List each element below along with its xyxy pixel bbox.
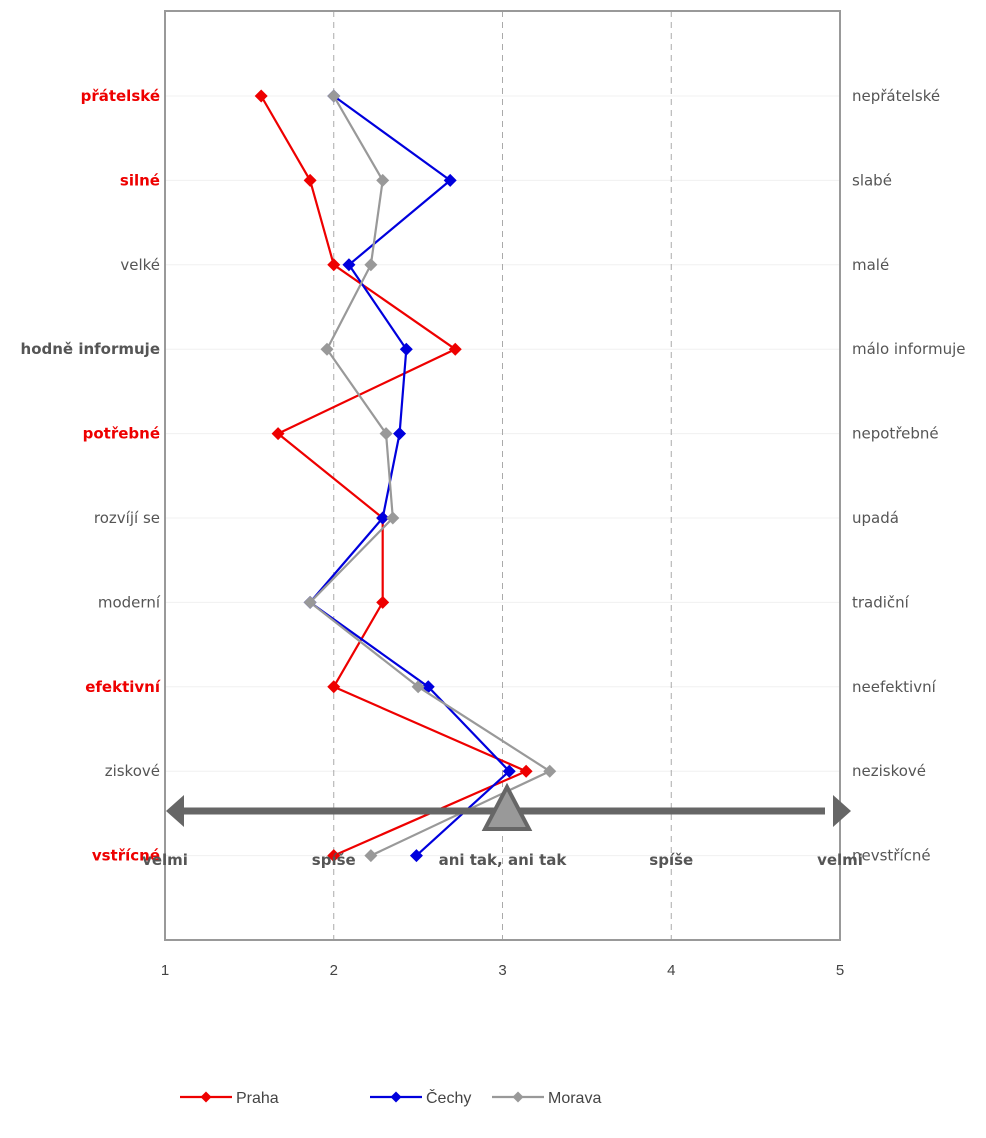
data-point <box>342 258 356 272</box>
legend: Praha Čechy Morava <box>180 1088 601 1107</box>
data-point <box>409 849 423 863</box>
scale-label: velmi <box>817 851 863 869</box>
scale-label: velmi <box>142 851 188 869</box>
left-label: hodně informuje <box>21 340 160 358</box>
x-axis-ticks: 1 2 3 4 5 <box>161 962 844 979</box>
legend-label: Praha <box>236 1090 279 1107</box>
right-label: nevstřícné <box>852 847 931 865</box>
left-label: vstřícné <box>92 847 160 865</box>
series-morava <box>303 89 557 863</box>
right-label: neziskové <box>852 762 926 780</box>
right-label: nepotřebné <box>852 425 939 443</box>
x-tick-label: 5 <box>836 962 844 979</box>
data-point <box>448 342 462 356</box>
data-point <box>327 258 341 272</box>
right-label: málo informuje <box>852 340 965 358</box>
left-label: moderní <box>98 593 161 611</box>
right-label: tradiční <box>852 593 910 611</box>
left-label: potřebné <box>83 425 160 443</box>
series-line <box>260 95 528 857</box>
left-label: rozvíjí se <box>94 509 160 527</box>
right-labels: nepřátelské slabé malé málo informuje nepotř… <box>852 87 965 865</box>
right-label: malé <box>852 256 889 274</box>
data-point <box>386 511 400 525</box>
scale-labels: velmi spíše ani tak, ani tak spíše velmi <box>142 851 863 869</box>
x-tick-label: 4 <box>667 962 675 979</box>
series-praha <box>254 89 533 863</box>
legend-item-praha: Praha <box>180 1090 279 1107</box>
scale-arrow <box>166 782 851 831</box>
scale-midpoint-triangle <box>481 782 533 831</box>
right-label: neefektivní <box>852 678 937 696</box>
data-point <box>376 173 390 187</box>
data-point <box>303 173 317 187</box>
left-label: velké <box>120 256 160 274</box>
data-point <box>376 511 390 525</box>
data-point <box>327 89 341 103</box>
legend-item-morava: Morava <box>492 1090 601 1107</box>
data-point <box>399 342 413 356</box>
left-labels: přátelské silné velké hodně informuje potřeb… <box>21 87 161 865</box>
series-line <box>309 95 511 857</box>
data-point <box>393 427 407 441</box>
right-label: nepřátelské <box>852 87 940 105</box>
right-label: slabé <box>852 171 892 189</box>
scale-arrow-right-head <box>833 795 851 827</box>
data-point <box>443 173 457 187</box>
data-point <box>543 764 557 778</box>
data-point <box>320 342 334 356</box>
legend-label: Čechy <box>426 1088 471 1107</box>
scale-label: spíše <box>312 851 356 869</box>
data-point <box>327 680 341 694</box>
legend-marker <box>390 1091 402 1103</box>
data-point <box>519 764 533 778</box>
right-label: upadá <box>852 509 899 527</box>
plot-frame <box>164 10 841 941</box>
grid-lines <box>165 11 840 940</box>
data-point <box>502 764 516 778</box>
data-point <box>364 849 378 863</box>
data-point <box>379 427 393 441</box>
left-label: silné <box>120 171 160 189</box>
data-point <box>254 89 268 103</box>
left-label: přátelské <box>81 87 160 105</box>
legend-marker <box>512 1091 524 1103</box>
series-lines <box>254 89 557 863</box>
x-tick-label: 2 <box>330 962 338 979</box>
data-point <box>327 849 341 863</box>
legend-marker <box>200 1091 212 1103</box>
scale-label: ani tak, ani tak <box>439 851 568 869</box>
series-line <box>309 95 551 857</box>
scale-label: spíše <box>649 851 693 869</box>
scale-arrow-left-head <box>166 795 184 827</box>
data-point <box>271 427 285 441</box>
legend-item-čechy: Čechy <box>370 1088 471 1107</box>
legend-label: Morava <box>548 1090 601 1107</box>
data-point <box>376 595 390 609</box>
x-tick-label: 3 <box>498 962 506 979</box>
data-point <box>364 258 378 272</box>
series-čechy <box>303 89 516 863</box>
x-tick-label: 1 <box>161 962 169 979</box>
data-point <box>411 680 425 694</box>
left-label: efektivní <box>85 678 161 696</box>
left-label: ziskové <box>105 762 160 780</box>
data-point <box>303 595 317 609</box>
